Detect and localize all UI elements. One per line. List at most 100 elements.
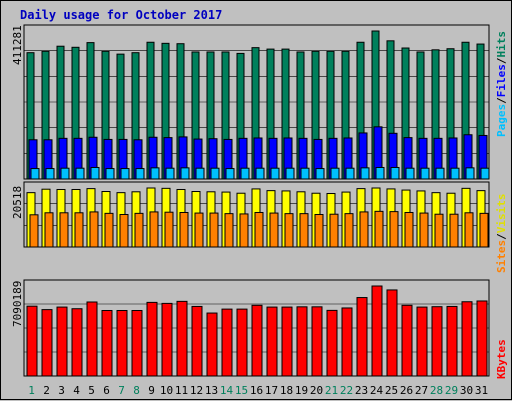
kbytes-bar — [26, 305, 38, 377]
pages-bar — [285, 167, 295, 180]
day-label: 23 — [355, 384, 368, 397]
day-label: 12 — [190, 384, 203, 397]
sites-bar — [389, 211, 399, 248]
day-label: 19 — [295, 384, 308, 397]
pages-bar — [90, 166, 100, 180]
pages-bar — [345, 167, 355, 180]
sites-bar — [434, 213, 444, 248]
kbytes-bar — [281, 306, 293, 377]
kbytes-bar — [446, 305, 458, 377]
day-label: 3 — [58, 384, 65, 397]
pages-bar — [375, 166, 385, 180]
day-label: 29 — [445, 384, 458, 397]
day-label: 7 — [118, 384, 125, 397]
pages-bar — [45, 168, 55, 180]
kbytes-bar — [116, 310, 128, 377]
day-label: 18 — [280, 384, 293, 397]
pages-bar — [60, 167, 70, 180]
day-label: 5 — [88, 384, 95, 397]
sites-bar — [119, 214, 129, 248]
pages-bar — [195, 167, 205, 180]
kbytes-bar — [41, 309, 53, 377]
sites-bar — [59, 212, 69, 248]
sites-bar — [299, 213, 309, 248]
sites-bar — [224, 213, 234, 248]
day-label: 13 — [205, 384, 218, 397]
kbytes-bar — [341, 307, 353, 377]
sites-bar — [29, 214, 39, 248]
kbytes-bar — [401, 304, 413, 377]
pages-bar — [330, 167, 340, 180]
sites-bar — [134, 212, 144, 248]
pages-bar — [180, 167, 190, 180]
day-label: 26 — [400, 384, 413, 397]
sites-bar — [359, 211, 369, 248]
kbytes-bar — [461, 301, 473, 377]
kbytes-bar — [266, 306, 278, 377]
day-label: 16 — [250, 384, 263, 397]
day-label: 9 — [148, 384, 155, 397]
sites-bar — [284, 213, 294, 248]
kbytes-bar — [416, 306, 428, 377]
pages-bar — [135, 168, 145, 180]
sites-bar — [179, 211, 189, 248]
day-label: 11 — [175, 384, 188, 397]
kbytes-bar — [146, 301, 158, 377]
day-label: 30 — [460, 384, 473, 397]
sites-bar — [194, 212, 204, 248]
sites-bar — [269, 212, 279, 248]
sites-bar — [329, 213, 339, 248]
day-label: 31 — [475, 384, 488, 397]
sites-bar — [239, 213, 249, 248]
pages-bar — [450, 167, 460, 180]
kbytes-bar — [101, 310, 113, 377]
pages-bar — [30, 168, 40, 180]
pages-bar — [405, 167, 415, 180]
kbytes-bar — [236, 308, 248, 377]
pages-bar — [465, 167, 475, 180]
pages-bar — [435, 167, 445, 180]
kbytes-bar — [326, 309, 338, 377]
kbytes-bar — [191, 305, 203, 377]
pages-bar — [255, 167, 265, 180]
sites-bar — [149, 211, 159, 248]
sites-bar — [254, 211, 264, 248]
sites-bar — [464, 212, 474, 248]
pages-bar — [300, 167, 310, 180]
kbytes-bar — [296, 306, 308, 377]
sites-bar — [74, 212, 84, 248]
pages-bar — [75, 167, 85, 180]
sites-bar — [449, 213, 459, 248]
pages-bar — [120, 168, 130, 180]
day-label: 25 — [385, 384, 398, 397]
pages-bar — [150, 167, 160, 180]
day-label: 27 — [415, 384, 428, 397]
day-label: 20 — [310, 384, 323, 397]
kbytes-bar — [431, 306, 443, 377]
sites-bar — [479, 212, 489, 248]
sites-bar — [164, 211, 174, 248]
kbytes-bar — [311, 306, 323, 377]
pages-bar — [165, 167, 175, 180]
sites-bar — [344, 213, 354, 248]
kbytes-bar — [206, 312, 218, 377]
sites-bar — [404, 211, 414, 248]
pages-bar — [480, 167, 490, 180]
day-label: 1 — [28, 384, 35, 397]
day-label: 28 — [430, 384, 443, 397]
kbytes-bar — [371, 285, 383, 377]
pages-bar — [315, 168, 325, 180]
pages-bar — [225, 168, 235, 180]
pages-bar — [360, 167, 370, 180]
pages-bar — [420, 167, 430, 180]
chart-title: Daily usage for October 2017 — [20, 8, 223, 22]
day-label: 10 — [160, 384, 173, 397]
kbytes-bar — [56, 306, 68, 377]
kbytes-bar — [131, 310, 143, 377]
day-label: 17 — [265, 384, 278, 397]
kbytes-bar — [356, 297, 368, 377]
kbytes-bar — [476, 300, 488, 377]
pages-bar — [270, 167, 280, 180]
